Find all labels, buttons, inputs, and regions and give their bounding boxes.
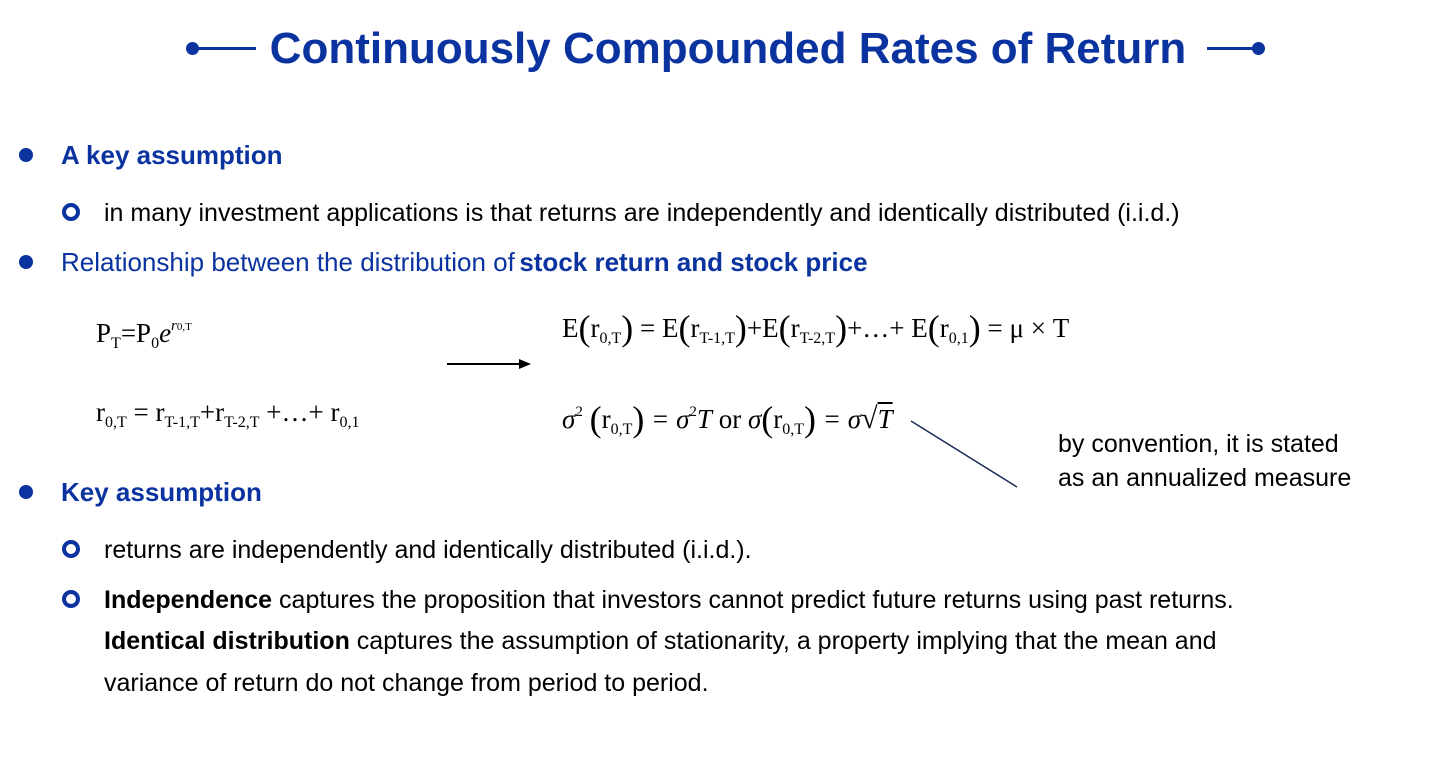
formula-variance: σ2 (r0,T) = σ2T or σ(r0,T) = σ√T (562, 399, 893, 439)
section3-item2-line1: Independence captures the proposition th… (104, 586, 1234, 614)
section1-item-bullet (62, 203, 80, 221)
page-title: Continuously Compounded Rates of Return (269, 24, 1187, 73)
section2-heading: Relationship between the distribution of… (61, 246, 868, 278)
section1-bullet (19, 148, 33, 162)
title-right-dot (1252, 42, 1265, 55)
section1-item: in many investment applications is that … (104, 199, 1180, 227)
section3-bullet (19, 485, 33, 499)
title-left-line (192, 47, 256, 50)
section3-item2-bullet (62, 590, 80, 608)
formula-expectation: E(r0,T) = E(rT-1,T)+E(rT-2,T)+…+ E(r0,1)… (562, 308, 1070, 348)
formula-return-sum: r0,T = rT-1,T+rT-2,T +…+ r0,1 (96, 397, 360, 431)
section3-item1: returns are independently and identicall… (104, 536, 752, 564)
identical-distribution-term: Identical distribution (104, 627, 350, 655)
annotation-pointer (910, 420, 1018, 488)
section3-item1-bullet (62, 540, 80, 558)
annotation-line-2: as an annualized measure (1058, 464, 1352, 492)
section3-item2-line3: variance of return do not change from pe… (104, 669, 709, 697)
section2-heading-plain: Relationship between the distribution of (61, 247, 515, 277)
section3-item2-line2: Identical distribution captures the assu… (104, 627, 1217, 655)
right-arrow-icon (447, 359, 531, 369)
section2-bullet (19, 255, 33, 269)
section3-heading: Key assumption (61, 477, 262, 507)
section2-heading-bold: stock return and stock price (519, 247, 868, 277)
section1-heading: A key assumption (61, 140, 283, 170)
independence-term: Independence (104, 586, 273, 614)
formula-price: PT=P0er0,T (96, 318, 192, 352)
annotation-line-1: by convention, it is stated (1058, 430, 1339, 458)
title-right-line (1207, 47, 1257, 50)
